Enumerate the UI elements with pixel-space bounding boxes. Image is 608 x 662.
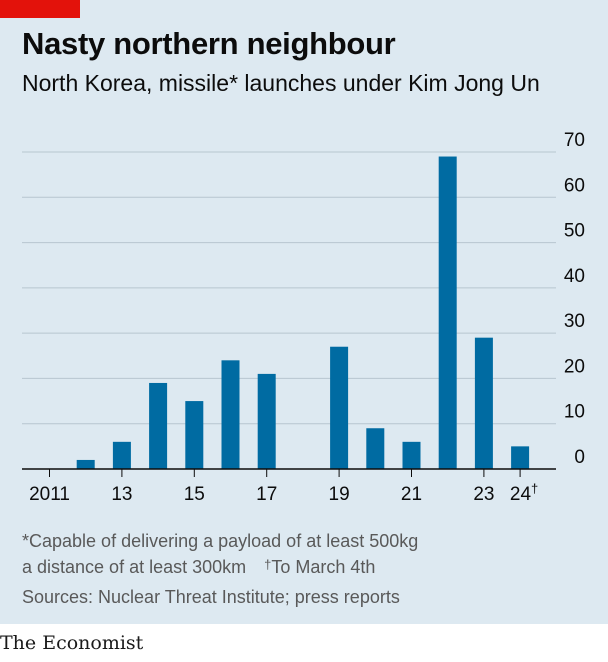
bar: [221, 360, 240, 469]
x-tick-label: 24†: [510, 481, 538, 505]
bar: [402, 441, 421, 469]
y-tick-label: 10: [564, 402, 585, 423]
x-tick-label: 17: [256, 484, 277, 505]
y-tick-label: 40: [564, 266, 585, 287]
footnote-dagger: †: [264, 557, 272, 572]
bar: [76, 459, 95, 469]
bar: [511, 446, 530, 469]
y-tick-label: 30: [564, 311, 585, 332]
y-tick-label: 60: [564, 175, 585, 196]
x-tick-label: 2011: [29, 484, 70, 505]
y-tick-label: 0: [574, 447, 585, 468]
footnote-distance-text: a distance of at least 300km: [22, 557, 247, 577]
x-tick-label: 19: [329, 484, 350, 505]
footnote-date: To March 4th: [271, 557, 376, 577]
publication-logo: The Economist: [0, 632, 144, 654]
bar-chart: 0 10 20 30 40 50 60 70 2011 13 15 17 19 21 23 24†: [22, 130, 585, 505]
footnote-distance: a distance of at least 300km †To March 4t…: [22, 554, 375, 580]
chart-subtitle: North Korea, missile* launches under Kim…: [22, 70, 540, 96]
sources-note: Sources: Nuclear Threat Institute; press…: [22, 587, 400, 607]
x-tick-label: 15: [184, 484, 205, 505]
chart-panel: [0, 0, 608, 624]
bar: [149, 382, 168, 469]
bar: [330, 346, 349, 469]
y-tick-label: 20: [564, 356, 585, 377]
bar: [474, 337, 493, 469]
x-tick-label: 23: [473, 484, 494, 505]
chart-title: Nasty northern neighbour: [22, 26, 396, 61]
footnote-payload: *Capable of delivering a payload of at l…: [22, 531, 419, 551]
bar: [257, 373, 276, 469]
bar: [112, 441, 131, 469]
x-tick-label: 21: [401, 484, 422, 505]
bar: [366, 428, 385, 469]
bar: [438, 156, 457, 469]
brand-red-tag: [0, 0, 80, 18]
x-tick-label: 13: [111, 484, 132, 505]
y-tick-label: 50: [564, 221, 585, 242]
y-tick-label: 70: [564, 130, 585, 151]
bar: [185, 401, 204, 469]
